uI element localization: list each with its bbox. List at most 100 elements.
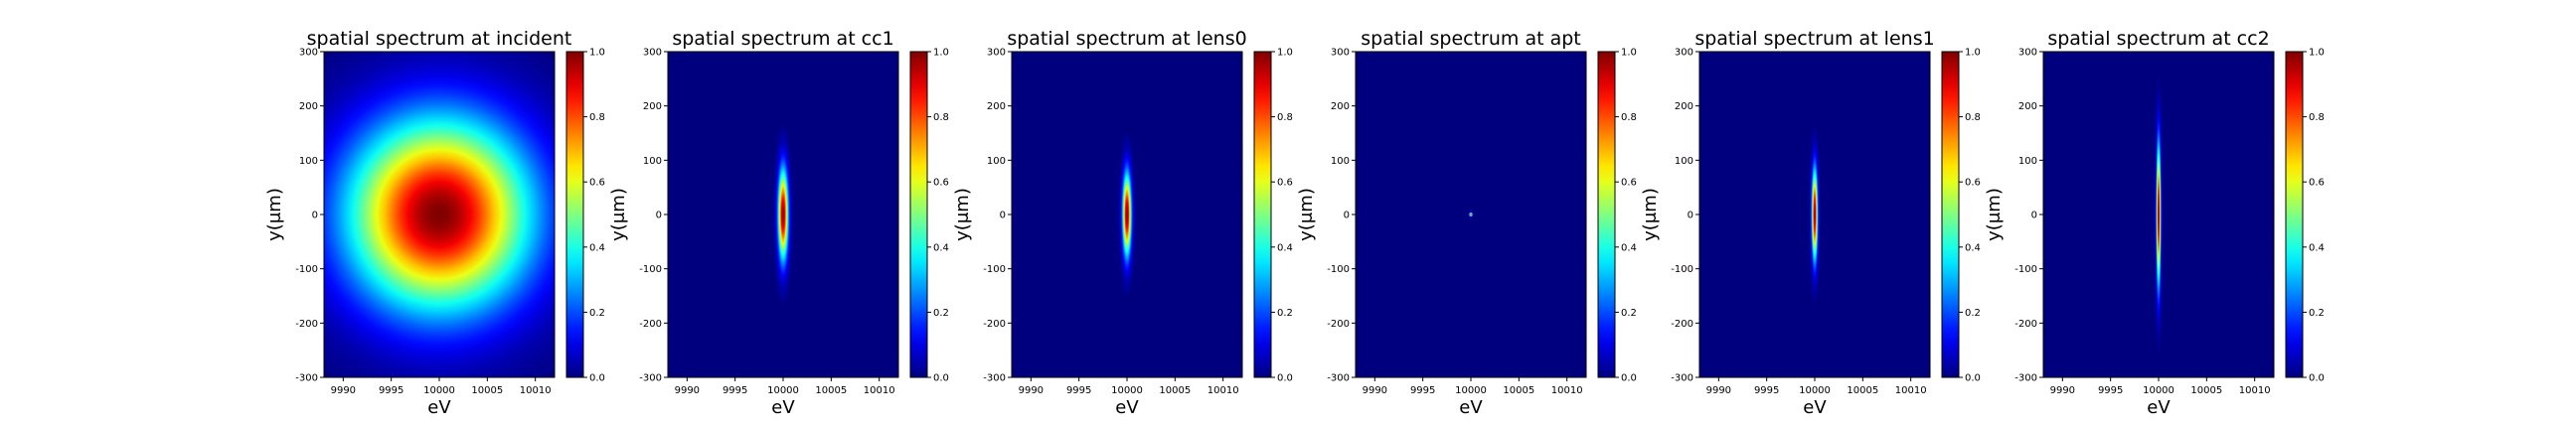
colorbar [1941, 51, 1960, 378]
x-tick-label: 10000 [2143, 385, 2174, 396]
intensity-peak [1468, 211, 1474, 218]
colorbar-tick-label: 0.4 [1621, 242, 1637, 253]
colorbar-tick-label: 0.6 [1965, 178, 1981, 189]
chart-title: spatial spectrum at incident [307, 28, 572, 50]
y-tick-label: 300 [299, 48, 318, 59]
colorbar-tick-label: 0.8 [2309, 112, 2325, 123]
y-tick-label: 300 [987, 48, 1006, 59]
colorbar-tick-label: 0.2 [1621, 308, 1637, 319]
colorbar-tick-label: 0.0 [933, 373, 949, 384]
colorbar-tick-label: 0.2 [933, 308, 949, 319]
x-tick-label: 9990 [1363, 385, 1387, 396]
y-tick-label: -300 [295, 373, 318, 384]
colorbar-tick-label: 0.0 [1965, 373, 1981, 384]
y-tick-label: -200 [1327, 319, 1350, 330]
colorbar-tick-label: 0.6 [589, 178, 605, 189]
colorbar-tick-label: 1.0 [1277, 48, 1293, 59]
y-tick-label: -200 [1671, 319, 1693, 330]
colorbar-tick-label: 0.8 [1277, 112, 1293, 123]
colorbar-tick-label: 0.4 [1277, 242, 1293, 253]
x-tick-label: 9990 [675, 385, 700, 396]
y-tick-label: -100 [2014, 264, 2037, 275]
colorbar-tick-label: 1.0 [1621, 48, 1637, 59]
x-tick-label: 9990 [1706, 385, 1731, 396]
intensity-peak [1809, 124, 1821, 305]
chart-title: spatial spectrum at cc1 [672, 28, 893, 50]
x-tick-label: 10005 [1847, 385, 1878, 396]
y-tick-label: 0 [2031, 211, 2037, 221]
x-tick-label: 9995 [1754, 385, 1779, 396]
y-axis-label: y(μm) [1640, 188, 1661, 241]
x-tick-label: 10010 [864, 385, 895, 396]
y-tick-label: -100 [983, 264, 1006, 275]
y-tick-label: -100 [295, 264, 318, 275]
heatmap-panel: spatial spectrum at lens1 9990 9995 10000 10… [1640, 28, 1981, 418]
y-tick-label: 0 [312, 211, 318, 221]
colorbar-tick-label: 0.2 [2309, 308, 2325, 319]
y-tick-label: 100 [987, 156, 1006, 167]
colorbar-tick-label: 0.6 [933, 178, 949, 189]
y-axis-label: y(μm) [264, 188, 285, 241]
y-tick-label: 0 [1000, 211, 1006, 221]
x-tick-label: 10010 [1551, 385, 1583, 396]
colorbar-tick-label: 1.0 [2309, 48, 2325, 59]
colorbar-tick-label: 1.0 [933, 48, 949, 59]
x-axis-label: eV [1803, 397, 1827, 418]
colorbar-tick-label: 0.4 [589, 242, 605, 253]
y-tick-label: -200 [983, 319, 1006, 330]
chart-title: spatial spectrum at cc2 [2047, 28, 2269, 50]
y-axis-label: y(μm) [608, 188, 629, 241]
colorbar-tick-label: 0.4 [933, 242, 949, 253]
x-tick-label: 9990 [1019, 385, 1044, 396]
colorbar-tick-label: 1.0 [1965, 48, 1981, 59]
x-tick-label: 10000 [767, 385, 799, 396]
colorbar-tick-label: 0.0 [1621, 373, 1637, 384]
x-tick-label: 9995 [723, 385, 747, 396]
colorbar-tick-label: 0.2 [1965, 308, 1981, 319]
y-tick-label: 200 [299, 101, 318, 112]
colorbar-tick-label: 0.0 [1277, 373, 1293, 384]
colorbar [2285, 51, 2304, 378]
colorbar-tick-label: 0.6 [1277, 178, 1293, 189]
colorbar-tick-label: 0.6 [1621, 178, 1637, 189]
y-tick-label: 200 [643, 101, 662, 112]
colorbar-tick-label: 0.2 [1277, 308, 1293, 319]
x-tick-label: 9995 [2098, 385, 2123, 396]
x-tick-label: 10000 [423, 385, 455, 396]
x-tick-label: 10005 [2190, 385, 2222, 396]
y-tick-label: 200 [1675, 101, 1693, 112]
x-tick-label: 10005 [1159, 385, 1191, 396]
heatmap-panel: spatial spectrum at cc1 9990 9995 10000 100 0… [608, 28, 949, 418]
x-axis-label: eV [1115, 397, 1139, 418]
y-tick-label: 300 [1675, 48, 1693, 59]
colorbar-tick-label: 0.4 [1965, 242, 1981, 253]
y-tick-label: 100 [1675, 156, 1693, 167]
y-tick-label: 200 [1331, 101, 1350, 112]
colorbar-tick-label: 0.8 [1965, 112, 1981, 123]
y-tick-label: -200 [295, 319, 318, 330]
y-tick-label: 300 [2018, 48, 2037, 59]
y-tick-label: 100 [643, 156, 662, 167]
y-tick-label: -300 [1671, 373, 1693, 384]
x-tick-label: 9995 [1066, 385, 1091, 396]
intensity-peak [772, 124, 794, 305]
colorbar [1253, 51, 1272, 378]
y-tick-label: 200 [2018, 101, 2037, 112]
x-tick-label: 10005 [471, 385, 503, 396]
y-tick-label: -200 [2014, 319, 2037, 330]
y-tick-label: -100 [639, 264, 662, 275]
intensity-peak [2154, 75, 2164, 354]
colorbar [1597, 51, 1616, 378]
y-axis-label: y(μm) [1984, 188, 2005, 241]
colorbar [565, 51, 584, 378]
x-tick-label: 10005 [1503, 385, 1534, 396]
y-tick-label: 300 [1331, 48, 1350, 59]
y-axis-label: y(μm) [952, 188, 973, 241]
x-tick-label: 10000 [1111, 385, 1143, 396]
y-tick-label: 100 [299, 156, 318, 167]
heatmap-panel: spatial spectrum at lens0 9990 9995 10000 10… [952, 28, 1293, 418]
